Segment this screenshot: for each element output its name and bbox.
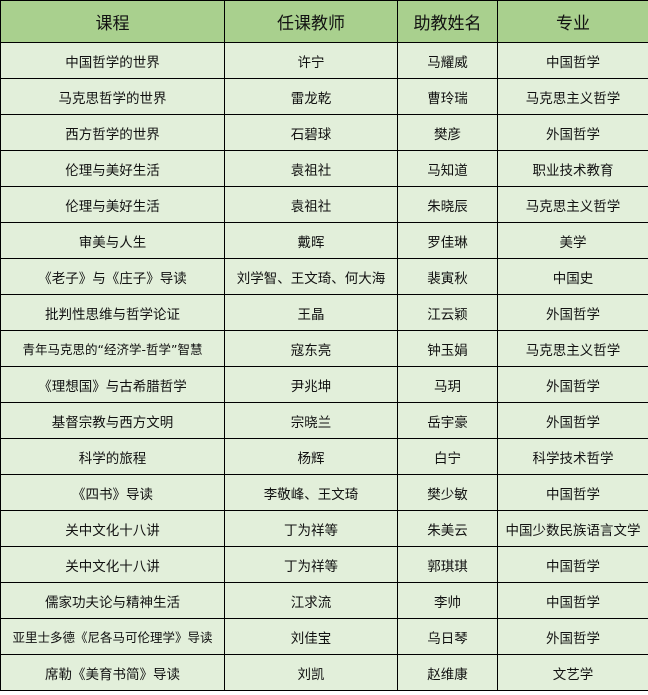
table-row: 马克思哲学的世界 雷龙乾 曹玲瑞 马克思主义哲学 (0, 78, 648, 115)
course-cell: 中国哲学的世界 (0, 42, 225, 79)
major-cell: 中国少数民族语言文学 (497, 510, 648, 547)
major-cell: 科学技术哲学 (497, 438, 648, 475)
teacher-cell: 尹兆坤 (224, 366, 398, 403)
major-cell: 中国哲学 (497, 42, 648, 79)
table-row: 西方哲学的世界 石碧球 樊彦 外国哲学 (0, 114, 648, 151)
major-cell: 文艺学 (497, 654, 648, 691)
assistant-cell: 江云颖 (397, 294, 498, 331)
table-row: 批判性思维与哲学论证 王晶 江云颖 外国哲学 (0, 294, 648, 331)
course-cell: 《四书》导读 (0, 474, 225, 511)
course-cell: 席勒《美育书简》导读 (0, 654, 225, 691)
course-cell: 关中文化十八讲 (0, 510, 225, 547)
header-assistant: 助教姓名 (397, 0, 498, 43)
teacher-cell: 丁为祥等 (224, 510, 398, 547)
major-cell: 外国哲学 (497, 366, 648, 403)
teacher-cell: 袁祖社 (224, 186, 398, 223)
course-cell: 儒家功夫论与精神生活 (0, 582, 225, 619)
teacher-cell: 刘佳宝 (224, 618, 398, 655)
table-row: 《四书》导读 李敬峰、王文琦 樊少敏 中国哲学 (0, 474, 648, 511)
header-course: 课程 (0, 0, 225, 43)
table-row: 儒家功夫论与精神生活 江求流 李帅 中国哲学 (0, 582, 648, 619)
course-cell: 审美与人生 (0, 222, 225, 259)
assistant-cell: 乌日琴 (397, 618, 498, 655)
course-cell: 关中文化十八讲 (0, 546, 225, 583)
teacher-cell: 王晶 (224, 294, 398, 331)
teacher-cell: 寇东亮 (224, 330, 398, 367)
teacher-cell: 刘学智、王文琦、何大海 (224, 258, 398, 295)
table-row: 科学的旅程 杨辉 白宁 科学技术哲学 (0, 438, 648, 475)
header-row: 课程 任课教师 助教姓名 专业 (0, 0, 648, 43)
major-cell: 马克思主义哲学 (497, 78, 648, 115)
course-cell: 亚里士多德《尼各马可伦理学》导读 (0, 618, 225, 655)
course-cell: 基督宗教与西方文明 (0, 402, 225, 439)
major-cell: 职业技术教育 (497, 150, 648, 187)
teacher-cell: 袁祖社 (224, 150, 398, 187)
assistant-cell: 赵维康 (397, 654, 498, 691)
major-cell: 外国哲学 (497, 402, 648, 439)
header-teacher: 任课教师 (224, 0, 398, 43)
course-cell: 马克思哲学的世界 (0, 78, 225, 115)
header-major: 专业 (497, 0, 648, 43)
course-cell: 伦理与美好生活 (0, 186, 225, 223)
major-cell: 外国哲学 (497, 294, 648, 331)
major-cell: 美学 (497, 222, 648, 259)
assistant-cell: 李帅 (397, 582, 498, 619)
teacher-cell: 石碧球 (224, 114, 398, 151)
course-cell: 青年马克思的“经济学-哲学”智慧 (0, 330, 225, 367)
table-row: 关中文化十八讲 丁为祥等 朱美云 中国少数民族语言文学 (0, 510, 648, 547)
major-cell: 中国哲学 (497, 582, 648, 619)
teacher-cell: 宗晓兰 (224, 402, 398, 439)
assistant-cell: 朱美云 (397, 510, 498, 547)
assistant-cell: 朱晓辰 (397, 186, 498, 223)
assistant-cell: 裴寅秋 (397, 258, 498, 295)
table-row: 《老子》与《庄子》导读 刘学智、王文琦、何大海 裴寅秋 中国史 (0, 258, 648, 295)
assistant-cell: 白宁 (397, 438, 498, 475)
course-cell: 科学的旅程 (0, 438, 225, 475)
teacher-cell: 杨辉 (224, 438, 398, 475)
course-cell: 批判性思维与哲学论证 (0, 294, 225, 331)
course-cell: 《理想国》与古希腊哲学 (0, 366, 225, 403)
teacher-cell: 许宁 (224, 42, 398, 79)
teacher-cell: 雷龙乾 (224, 78, 398, 115)
table-row: 亚里士多德《尼各马可伦理学》导读 刘佳宝 乌日琴 外国哲学 (0, 618, 648, 655)
table-row: 《理想国》与古希腊哲学 尹兆坤 马玥 外国哲学 (0, 366, 648, 403)
table-row: 伦理与美好生活 袁祖社 朱晓辰 马克思主义哲学 (0, 186, 648, 223)
major-cell: 外国哲学 (497, 114, 648, 151)
table-row: 基督宗教与西方文明 宗晓兰 岳宇豪 外国哲学 (0, 402, 648, 439)
table-row: 青年马克思的“经济学-哲学”智慧 寇东亮 钟玉娟 马克思主义哲学 (0, 330, 648, 367)
major-cell: 外国哲学 (497, 618, 648, 655)
major-cell: 中国哲学 (497, 474, 648, 511)
teacher-cell: 丁为祥等 (224, 546, 398, 583)
table-row: 审美与人生 戴晖 罗佳琳 美学 (0, 222, 648, 259)
assistant-cell: 钟玉娟 (397, 330, 498, 367)
course-cell: 西方哲学的世界 (0, 114, 225, 151)
table-row: 席勒《美育书简》导读 刘凯 赵维康 文艺学 (0, 654, 648, 691)
teacher-cell: 戴晖 (224, 222, 398, 259)
assistant-cell: 郭琪琪 (397, 546, 498, 583)
course-cell: 《老子》与《庄子》导读 (0, 258, 225, 295)
assistant-cell: 马耀威 (397, 42, 498, 79)
assistant-cell: 曹玲瑞 (397, 78, 498, 115)
assistant-cell: 樊彦 (397, 114, 498, 151)
table-row: 关中文化十八讲 丁为祥等 郭琪琪 中国哲学 (0, 546, 648, 583)
assistant-cell: 马知道 (397, 150, 498, 187)
assistant-cell: 马玥 (397, 366, 498, 403)
teacher-cell: 刘凯 (224, 654, 398, 691)
table-row: 中国哲学的世界 许宁 马耀威 中国哲学 (0, 42, 648, 79)
major-cell: 中国史 (497, 258, 648, 295)
major-cell: 马克思主义哲学 (497, 330, 648, 367)
course-cell: 伦理与美好生活 (0, 150, 225, 187)
major-cell: 中国哲学 (497, 546, 648, 583)
assistant-cell: 樊少敏 (397, 474, 498, 511)
assistant-cell: 岳宇豪 (397, 402, 498, 439)
major-cell: 马克思主义哲学 (497, 186, 648, 223)
table-row: 伦理与美好生活 袁祖社 马知道 职业技术教育 (0, 150, 648, 187)
teacher-cell: 江求流 (224, 582, 398, 619)
teacher-cell: 李敬峰、王文琦 (224, 474, 398, 511)
assistant-cell: 罗佳琳 (397, 222, 498, 259)
